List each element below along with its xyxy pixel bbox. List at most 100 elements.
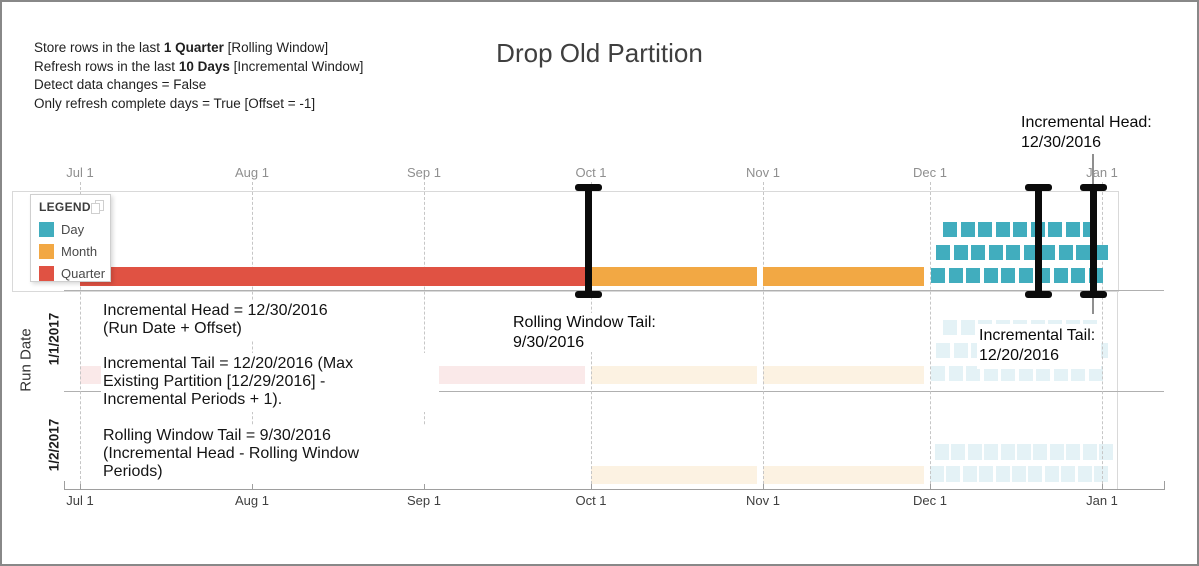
partition-square-day [936, 245, 950, 260]
partition-square-day [1066, 222, 1080, 237]
partition-square-day-faded [1050, 444, 1064, 460]
x-axis-tick [424, 484, 425, 489]
partition-square-day-faded [1071, 366, 1085, 381]
partition-square-day [966, 268, 980, 283]
legend-item-label: Quarter [61, 266, 106, 281]
partition-square-day-faded [1001, 444, 1015, 460]
partition-square-day-faded [1019, 366, 1033, 381]
legend-item-day[interactable]: Day [39, 222, 103, 240]
partition-square-day [978, 222, 992, 237]
partition-bar-quarter [80, 267, 585, 286]
x-axis-label-bottom: Nov 1 [746, 493, 780, 508]
x-axis-label-top: Jan 1 [1086, 165, 1118, 180]
note-incremental-head: Incremental Head = 12/30/2016 (Run Date … [101, 300, 409, 341]
page-title: Drop Old Partition [496, 38, 703, 68]
partition-square-day [971, 245, 985, 260]
partition-square-day [1059, 245, 1073, 260]
partition-bar-month [763, 267, 924, 286]
partition-square-day [1048, 222, 1062, 237]
partition-square-day-faded [1012, 466, 1026, 482]
row-separator-2 [64, 391, 1164, 392]
x-axis-end-tick-right [1164, 481, 1165, 490]
partition-square-day-faded [963, 466, 977, 482]
month-gridline [1102, 182, 1103, 489]
x-axis-label-bottom: Jan 1 [1086, 493, 1118, 508]
x-axis-tick [763, 484, 764, 489]
incremental-head-stem-top [1092, 154, 1094, 186]
partition-square-day-faded [1017, 444, 1031, 460]
config-line-complete-days: Only refresh complete days = True [Offse… [34, 95, 316, 111]
partition-square-day [996, 222, 1010, 237]
x-axis-label-bottom: Oct 1 [575, 493, 607, 508]
config-line-detect: Detect data changes = False [34, 77, 207, 92]
x-axis-label-bottom: Sep 1 [407, 493, 441, 508]
partition-square-day [1071, 268, 1085, 283]
partition-square-day-faded [1033, 444, 1047, 460]
partition-square-day-faded [1061, 466, 1075, 482]
partition-square-day-faded [961, 320, 975, 335]
month-gridline [80, 182, 81, 489]
x-axis-tick [1102, 484, 1103, 489]
x-axis-label-top: Sep 1 [407, 165, 441, 180]
partition-square-day [943, 222, 957, 237]
month-swatch-icon [39, 244, 54, 259]
x-axis-label-top: Aug 1 [235, 165, 269, 180]
partition-square-day-faded [984, 366, 998, 381]
partition-bar-month-faded [763, 466, 924, 484]
run-date-row-label-1: 1/1/2017 [46, 312, 62, 366]
partition-square-day [1001, 268, 1015, 283]
partition-square-day-faded [1045, 466, 1059, 482]
partition-bar-month-faded [591, 366, 757, 384]
x-axis-label-bottom: Dec 1 [913, 493, 947, 508]
config-line-refresh: Refresh rows in the last 10 Days [Increm… [34, 58, 364, 74]
partition-square-day-faded [1094, 466, 1108, 482]
partition-square-day [1013, 222, 1027, 237]
partition-square-day-faded [954, 343, 968, 358]
partition-square-day-faded [935, 444, 949, 460]
partition-square-day-faded [936, 343, 950, 358]
x-axis-tick [591, 484, 592, 489]
legend-item-quarter[interactable]: Quarter [39, 266, 106, 284]
day-swatch-icon [39, 222, 54, 237]
partition-square-day [984, 268, 998, 283]
config-block: Store rows in the last 1 Quarter [Rollin… [34, 39, 363, 113]
config-line-store: Store rows in the last 1 Quarter [Rollin… [34, 40, 329, 55]
partition-bar-month [591, 267, 757, 286]
note-rolling-window-tail: Rolling Window Tail = 9/30/2016 (Increme… [101, 425, 439, 484]
rolling-window-tail-marker-stem [585, 184, 592, 298]
partition-square-day-faded [1066, 444, 1080, 460]
partition-square-day-faded [1078, 466, 1092, 482]
partition-square-day [931, 268, 945, 283]
x-axis-label-top: Jul 1 [66, 165, 94, 180]
plot-right-edge [1117, 290, 1118, 489]
partition-square-day [989, 245, 1003, 260]
copy-icon[interactable] [91, 200, 104, 214]
partition-square-day-faded [984, 444, 998, 460]
incremental-tail-marker-stem [1035, 184, 1042, 298]
partition-square-day [954, 245, 968, 260]
current-lane-box [12, 191, 1119, 292]
partition-square-day-faded [943, 320, 957, 335]
legend-item-label: Month [61, 244, 98, 259]
x-axis-label-bottom: Aug 1 [235, 493, 269, 508]
x-axis-label-bottom: Jul 1 [66, 493, 94, 508]
incremental-head-marker [1080, 184, 1107, 298]
month-gridline [930, 182, 931, 489]
partition-square-day-faded [1054, 366, 1068, 381]
incremental-tail-label: Incremental Tail: 12/20/2016 [977, 324, 1102, 369]
incremental-tail-marker [1025, 184, 1052, 298]
rolling-window-tail-label: Rolling Window Tail: 9/30/2016 [513, 313, 656, 352]
y-axis-title: Run Date [17, 328, 35, 392]
partition-bar-month-faded [591, 466, 757, 484]
row-separator-1 [64, 290, 1164, 291]
partition-square-day-faded [968, 444, 982, 460]
month-gridline [763, 182, 764, 489]
partition-square-day-faded [979, 466, 993, 482]
partition-square-day-faded [1036, 366, 1050, 381]
partition-square-day [1024, 245, 1038, 260]
legend-item-month[interactable]: Month [39, 244, 103, 262]
partition-square-day-faded [996, 466, 1010, 482]
partition-square-day [1094, 245, 1108, 260]
note-incremental-tail: Incremental Tail = 12/20/2016 (Max Exist… [101, 353, 439, 412]
partition-square-day [1054, 268, 1068, 283]
